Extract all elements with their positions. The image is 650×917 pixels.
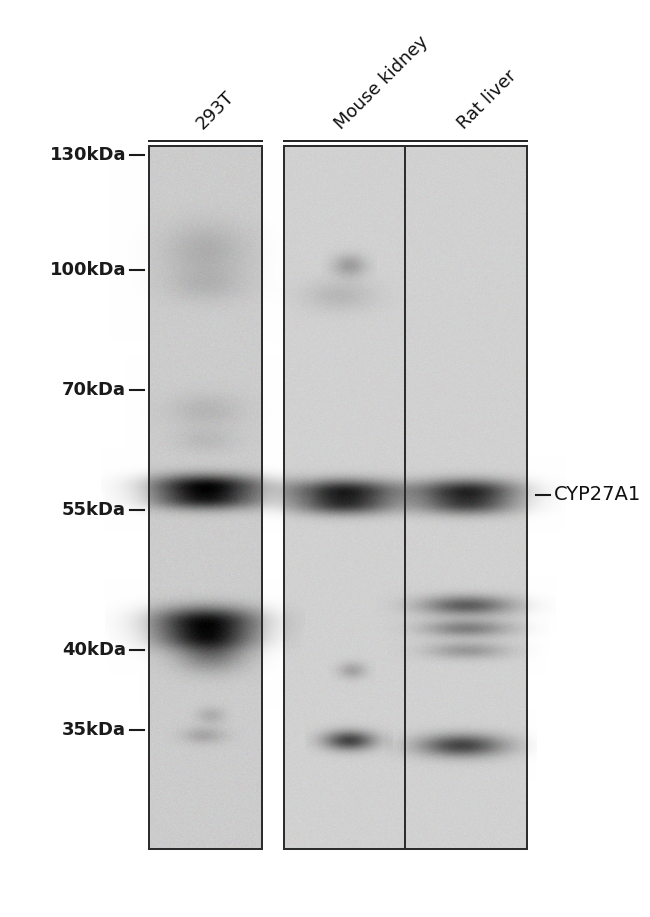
Text: 55kDa: 55kDa — [62, 501, 126, 519]
Text: 293T: 293T — [193, 88, 238, 133]
Text: Rat liver: Rat liver — [454, 67, 520, 133]
Text: 100kDa: 100kDa — [49, 261, 126, 279]
Text: Mouse kidney: Mouse kidney — [332, 32, 432, 133]
Text: 40kDa: 40kDa — [62, 641, 126, 659]
Text: 70kDa: 70kDa — [62, 381, 126, 399]
Text: CYP27A1: CYP27A1 — [554, 485, 642, 504]
Text: 130kDa: 130kDa — [49, 146, 126, 164]
Text: 35kDa: 35kDa — [62, 721, 126, 739]
